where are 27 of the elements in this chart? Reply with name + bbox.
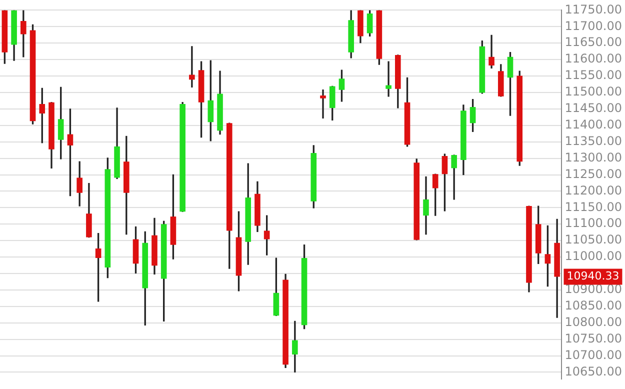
text: 10940.33 bbox=[566, 270, 620, 283]
y-tick-label: 10700.00 bbox=[564, 348, 622, 362]
y-tick-label: 10850.00 bbox=[564, 298, 622, 313]
y-tick-label: 10750.00 bbox=[564, 331, 622, 346]
y-tick-label: 11300.00 bbox=[564, 150, 622, 164]
y-tick-label: 11000.00 bbox=[564, 249, 622, 264]
y-tick-label: 11550.00 bbox=[564, 68, 622, 82]
y-tick-label: 11050.00 bbox=[564, 232, 622, 247]
y-tick-label: 10650.00 bbox=[564, 364, 622, 378]
candlestick bbox=[386, 61, 392, 97]
y-tick-label: 10900.00 bbox=[564, 282, 622, 296]
y-tick-label: 11350.00 bbox=[564, 134, 622, 148]
y-tick-label: 11150.00 bbox=[564, 200, 622, 214]
y-tick-label: 11750.00 bbox=[564, 2, 622, 16]
candlestick bbox=[320, 90, 326, 118]
y-tick-label: 11700.00 bbox=[564, 18, 622, 33]
y-tick-label: 10800.00 bbox=[564, 314, 622, 329]
y-tick-label: 11450.00 bbox=[564, 101, 622, 116]
candlestick bbox=[488, 34, 494, 68]
y-tick-label: 11100.00 bbox=[564, 216, 622, 230]
y-tick-label: 11400.00 bbox=[564, 118, 622, 132]
y-tick-label: 11500.00 bbox=[564, 84, 622, 99]
y-tick-label: 11650.00 bbox=[564, 35, 622, 50]
y-tick-label: 11250.00 bbox=[564, 166, 622, 181]
y-tick-label: 11600.00 bbox=[564, 52, 622, 66]
candlestick bbox=[189, 46, 195, 88]
y-tick-label: 11200.00 bbox=[564, 183, 622, 198]
